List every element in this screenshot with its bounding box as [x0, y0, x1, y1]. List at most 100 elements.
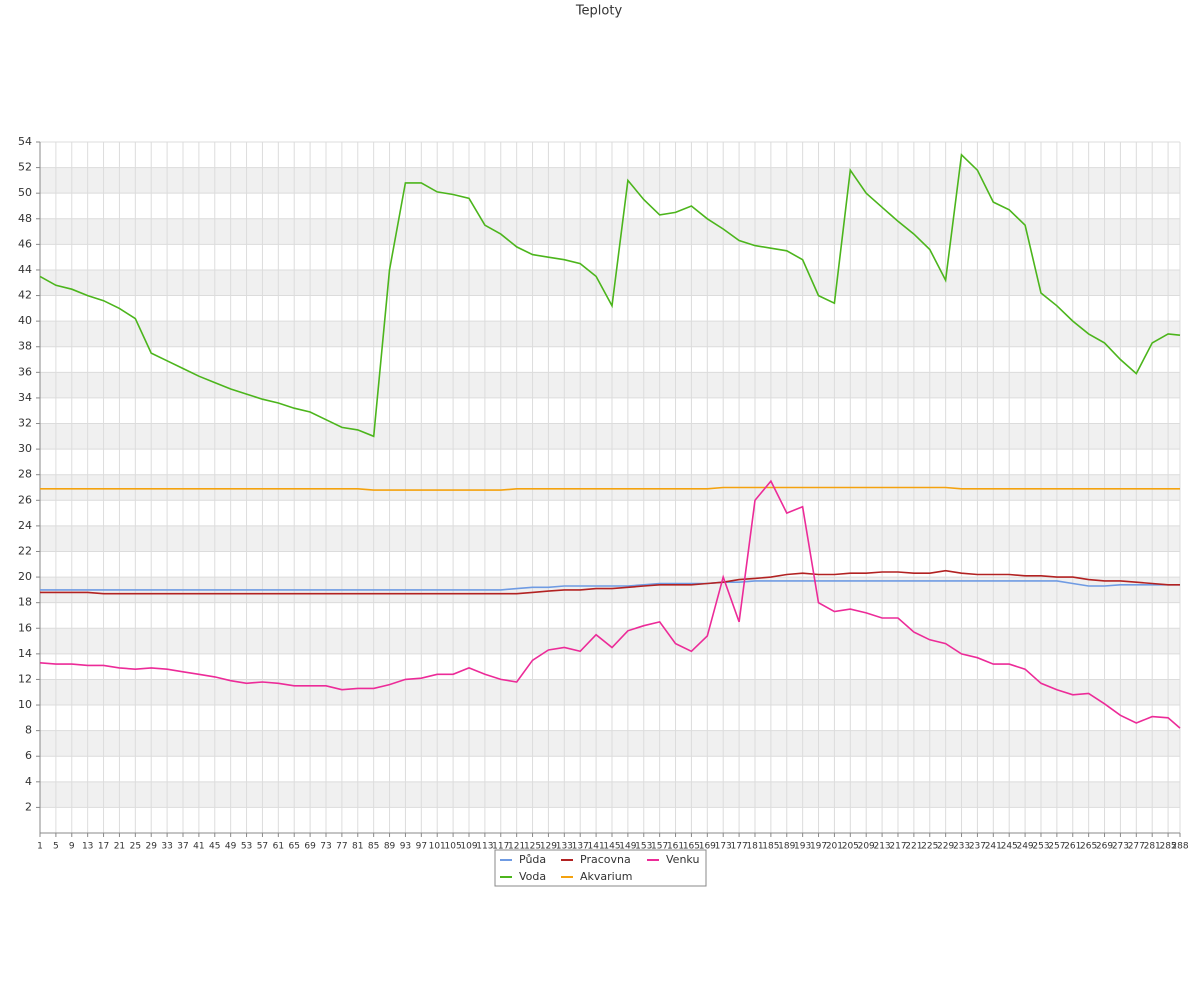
x-tick-label: 117 — [492, 842, 509, 852]
x-tick-label: 221 — [905, 842, 922, 852]
y-tick-label: 40 — [18, 314, 32, 327]
y-tick-label: 14 — [18, 647, 32, 660]
x-tick-label: 133 — [556, 842, 573, 852]
y-tick-label: 2 — [25, 800, 32, 813]
grid-band — [40, 269, 1180, 296]
x-tick-label: 45 — [209, 842, 220, 852]
x-tick-label: 29 — [145, 842, 157, 852]
x-tick-label: 241 — [985, 842, 1002, 852]
x-tick-label: 257 — [1048, 842, 1065, 852]
x-tick-label: 21 — [114, 842, 125, 852]
y-tick-label: 12 — [18, 672, 32, 685]
x-tick-label: 137 — [572, 842, 589, 852]
x-tick-label: 89 — [384, 842, 396, 852]
x-tick-label: 233 — [953, 842, 970, 852]
x-tick-label: 33 — [161, 842, 172, 852]
x-tick-label: 5 — [53, 842, 59, 852]
x-tick-label: 25 — [130, 842, 141, 852]
x-tick-label: 193 — [794, 842, 811, 852]
x-tick-label: 101 — [429, 842, 446, 852]
x-tick-label: 85 — [368, 842, 379, 852]
y-tick-label: 48 — [18, 212, 32, 225]
y-tick-label: 42 — [18, 289, 32, 302]
x-tick-label: 121 — [508, 842, 525, 852]
legend-label: Venku — [666, 853, 699, 866]
x-tick-label: 213 — [873, 842, 890, 852]
x-tick-label: 288 — [1171, 842, 1188, 852]
x-tick-label: 165 — [683, 842, 700, 852]
y-tick-label: 16 — [18, 621, 32, 634]
series-line — [39, 153, 1181, 438]
legend-label: Voda — [519, 870, 546, 883]
x-tick-label: 157 — [651, 842, 668, 852]
y-tick-label: 24 — [18, 519, 32, 532]
grid-band — [40, 372, 1180, 398]
x-tick-label: 141 — [588, 842, 605, 852]
x-tick-label: 153 — [635, 842, 652, 852]
y-tick-label: 26 — [18, 493, 32, 506]
series-line — [40, 569, 1180, 595]
x-tick-label: 161 — [667, 842, 684, 852]
x-tick-label: 229 — [937, 842, 954, 852]
x-tick-label: 17 — [98, 842, 109, 852]
x-tick-label: 285 — [1159, 842, 1176, 852]
x-tick-label: 53 — [241, 842, 252, 852]
x-tick-label: 169 — [699, 842, 716, 852]
y-tick-label: 8 — [25, 724, 32, 737]
x-tick-label: 125 — [524, 842, 541, 852]
x-tick-label: 273 — [1112, 842, 1129, 852]
x-tick-label: 37 — [177, 842, 188, 852]
x-tick-label: 261 — [1064, 842, 1081, 852]
x-tick-label: 57 — [257, 842, 268, 852]
x-tick-label: 277 — [1128, 842, 1145, 852]
y-tick-label: 4 — [25, 775, 32, 788]
x-tick-label: 205 — [842, 842, 859, 852]
x-tick-label: 149 — [619, 842, 636, 852]
grid-band — [40, 730, 1180, 757]
x-tick-label: 49 — [225, 842, 237, 852]
x-tick-label: 9 — [69, 842, 75, 852]
x-tick-label: 281 — [1144, 842, 1161, 852]
grid-band — [40, 423, 1180, 450]
chart-title: Teploty — [575, 4, 623, 19]
y-tick-label: 22 — [18, 544, 32, 557]
x-tick-label: 41 — [193, 842, 204, 852]
y-tick-label: 34 — [18, 391, 32, 404]
x-tick-label: 177 — [731, 842, 748, 852]
y-tick-label: 54 — [18, 135, 32, 148]
x-tick-label: 69 — [304, 842, 316, 852]
grid-band — [40, 628, 1180, 654]
x-tick-label: 93 — [400, 842, 411, 852]
x-tick-label: 249 — [1016, 842, 1033, 852]
y-tick-label: 50 — [18, 186, 32, 199]
grid-band — [40, 167, 1180, 194]
x-tick-label: 77 — [336, 842, 347, 852]
legend-label: Pracovna — [580, 853, 631, 866]
x-tick-label: 201 — [826, 842, 843, 852]
x-tick-label: 109 — [460, 842, 477, 852]
x-tick-label: 185 — [762, 842, 779, 852]
x-tick-label: 189 — [778, 842, 795, 852]
grid-band — [40, 781, 1180, 808]
y-tick-label: 44 — [18, 263, 32, 276]
y-tick-label: 52 — [18, 161, 32, 174]
x-tick-label: 81 — [352, 842, 363, 852]
x-tick-label: 129 — [540, 842, 557, 852]
x-tick-label: 181 — [746, 842, 763, 852]
series-line — [40, 486, 1180, 491]
x-tick-label: 209 — [858, 842, 875, 852]
x-tick-label: 245 — [1001, 842, 1018, 852]
y-tick-label: 38 — [18, 340, 32, 353]
series-line — [39, 479, 1181, 729]
legend-label: Akvarium — [580, 870, 632, 883]
x-tick-label: 237 — [969, 842, 986, 852]
y-tick-label: 46 — [18, 237, 32, 250]
x-tick-label: 225 — [921, 842, 938, 852]
x-tick-label: 269 — [1096, 842, 1113, 852]
grid-band — [40, 525, 1180, 552]
grid-band — [40, 218, 1180, 245]
x-tick-label: 105 — [445, 842, 462, 852]
y-tick-label: 32 — [18, 417, 32, 430]
